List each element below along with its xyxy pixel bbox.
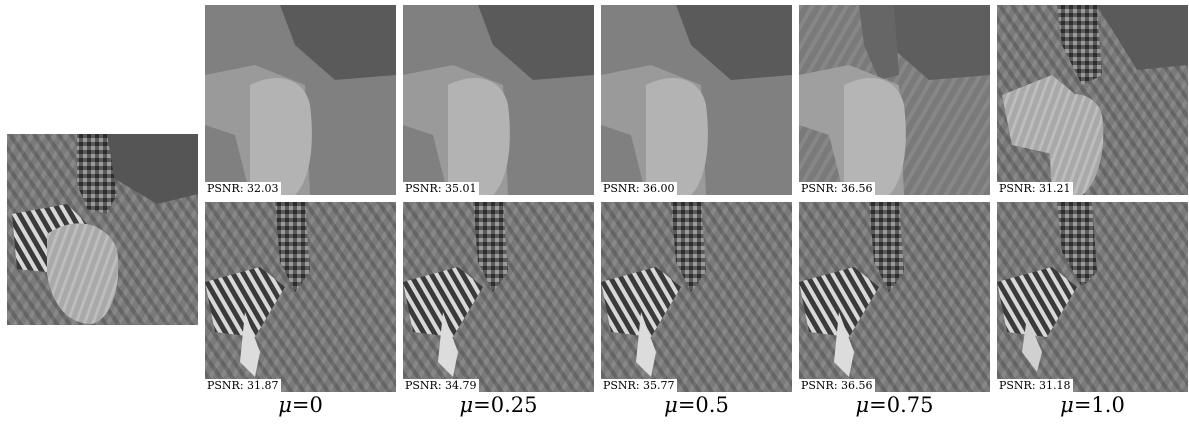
result-top-mu-1.0: PSNR: 31.21 — [997, 5, 1188, 195]
original-image — [7, 134, 198, 325]
result-top-mu-0.75: PSNR: 36.56 — [799, 5, 990, 195]
psnr-label: PSNR: 31.87 — [205, 379, 281, 392]
psnr-label: PSNR: 31.21 — [997, 182, 1073, 195]
psnr-label: PSNR: 36.56 — [799, 379, 875, 392]
result-bottom-mu-1.0: PSNR: 31.18 — [997, 202, 1188, 392]
result-bottom-mu-0.75: PSNR: 36.56 — [799, 202, 990, 392]
result-top-mu-0.5: PSNR: 36.00 — [601, 5, 792, 195]
psnr-label: PSNR: 36.56 — [799, 182, 875, 195]
psnr-label: PSNR: 35.77 — [601, 379, 677, 392]
mu-label: μ=1.0 — [1060, 393, 1125, 417]
result-bottom-mu-0.5: PSNR: 35.77 — [601, 202, 792, 392]
psnr-label: PSNR: 34.79 — [403, 379, 479, 392]
psnr-label: PSNR: 36.00 — [601, 182, 677, 195]
result-bottom-mu-0: PSNR: 31.87 — [205, 202, 396, 392]
result-bottom-mu-0.25: PSNR: 34.79 — [403, 202, 594, 392]
result-top-mu-0: PSNR: 32.03 — [205, 5, 396, 195]
psnr-label: PSNR: 32.03 — [205, 182, 281, 195]
mu-label: μ=0.5 — [664, 393, 729, 417]
mu-label: μ=0.75 — [855, 393, 934, 417]
psnr-label: PSNR: 31.18 — [997, 379, 1073, 392]
mu-label: μ=0 — [278, 393, 323, 417]
mu-label: μ=0.25 — [459, 393, 538, 417]
result-top-mu-0.25: PSNR: 35.01 — [403, 5, 594, 195]
psnr-label: PSNR: 35.01 — [403, 182, 479, 195]
